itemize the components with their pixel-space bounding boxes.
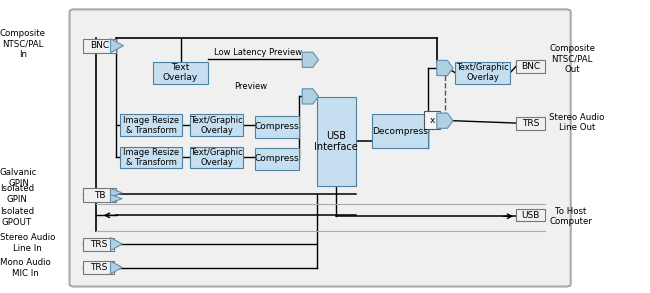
FancyBboxPatch shape <box>372 114 428 148</box>
Text: Text/Graphic
Overlay: Text/Graphic Overlay <box>190 115 243 135</box>
FancyBboxPatch shape <box>70 9 571 287</box>
Text: Text
Overlay: Text Overlay <box>162 63 198 82</box>
Text: Text/Graphic
Overlay: Text/Graphic Overlay <box>456 63 509 82</box>
Text: Stereo Audio
Line In: Stereo Audio Line In <box>0 234 55 253</box>
Text: Image Resize
& Transform: Image Resize & Transform <box>123 115 179 135</box>
Text: TRS: TRS <box>90 263 107 272</box>
Text: Compress: Compress <box>255 154 299 163</box>
Polygon shape <box>302 52 318 67</box>
Text: TRS: TRS <box>522 119 539 127</box>
FancyBboxPatch shape <box>516 117 545 130</box>
Polygon shape <box>437 113 453 128</box>
Text: To Host
Computer: To Host Computer <box>549 207 592 226</box>
FancyBboxPatch shape <box>317 97 356 186</box>
Polygon shape <box>437 60 453 76</box>
Text: BNC: BNC <box>521 62 540 71</box>
FancyBboxPatch shape <box>516 209 545 221</box>
Text: Isolated
GPOUT: Isolated GPOUT <box>0 207 34 226</box>
Text: BNC: BNC <box>90 41 109 50</box>
Polygon shape <box>111 238 122 251</box>
Text: Stereo Audio
Line Out: Stereo Audio Line Out <box>549 113 604 132</box>
FancyBboxPatch shape <box>120 114 182 136</box>
FancyBboxPatch shape <box>255 116 299 138</box>
FancyBboxPatch shape <box>120 146 182 168</box>
FancyBboxPatch shape <box>255 148 299 170</box>
Polygon shape <box>302 89 318 104</box>
FancyBboxPatch shape <box>83 188 116 202</box>
Text: Compress: Compress <box>255 122 299 131</box>
Text: Composite
NTSC/PAL
In: Composite NTSC/PAL In <box>0 29 46 59</box>
FancyBboxPatch shape <box>190 114 243 136</box>
Text: TB: TB <box>94 191 105 200</box>
Text: Text/Graphic
Overlay: Text/Graphic Overlay <box>190 148 243 167</box>
Text: Isolated
GPIN: Isolated GPIN <box>0 184 34 204</box>
Text: TRS: TRS <box>90 240 107 248</box>
FancyBboxPatch shape <box>83 238 114 251</box>
Text: Composite
NTSC/PAL
Out: Composite NTSC/PAL Out <box>549 44 595 74</box>
Text: Mono Audio
MIC In: Mono Audio MIC In <box>0 258 51 278</box>
FancyBboxPatch shape <box>190 146 243 168</box>
Text: Low Latency Preview: Low Latency Preview <box>214 48 303 57</box>
FancyBboxPatch shape <box>83 39 116 53</box>
Text: Preview: Preview <box>234 82 267 91</box>
Polygon shape <box>111 195 122 203</box>
Polygon shape <box>111 39 124 53</box>
FancyBboxPatch shape <box>83 261 114 274</box>
Text: USB
Interface: USB Interface <box>314 131 358 152</box>
Polygon shape <box>111 261 122 274</box>
FancyBboxPatch shape <box>153 62 208 84</box>
FancyBboxPatch shape <box>516 60 545 73</box>
Text: Galvanic
GPIN: Galvanic GPIN <box>0 168 38 188</box>
FancyBboxPatch shape <box>455 62 510 84</box>
Text: x: x <box>429 116 435 125</box>
Polygon shape <box>111 189 122 197</box>
Text: USB: USB <box>521 211 540 220</box>
Text: Decompress: Decompress <box>372 127 428 136</box>
Text: Image Resize
& Transform: Image Resize & Transform <box>123 148 179 167</box>
FancyBboxPatch shape <box>424 111 440 129</box>
